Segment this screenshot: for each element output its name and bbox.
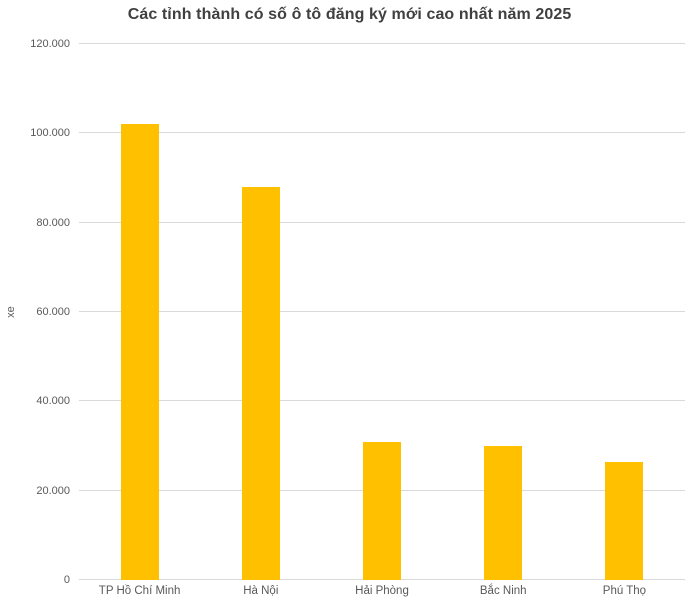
- y-tick-label: 100.000: [30, 127, 70, 140]
- x-tick-label: TP Hồ Chí Minh: [98, 585, 181, 597]
- x-tick-label: Bắc Ninh: [479, 585, 527, 597]
- bar-slot: [321, 44, 442, 580]
- bar-Bắc Ninh: [484, 446, 523, 580]
- gridline: [79, 132, 685, 134]
- gridline: [79, 43, 685, 44]
- bar-slot: [79, 44, 200, 580]
- gridline: [79, 221, 685, 223]
- y-tick-label: 80.000: [36, 216, 70, 229]
- y-tick-label: 40.000: [36, 395, 70, 408]
- bar-TP Hồ Chí Minh: [120, 124, 159, 580]
- bar-slot: [443, 44, 564, 580]
- bar-Hà Nội: [241, 186, 280, 580]
- x-tick-label: Hà Nội: [243, 585, 279, 597]
- y-tick-label: 20.000: [36, 484, 70, 497]
- chart-title: Các tỉnh thành có số ô tô đăng ký mới ca…: [127, 6, 572, 23]
- gridline: [79, 311, 685, 312]
- y-tick-label: 120.000: [30, 38, 70, 50]
- plot-area: [79, 43, 685, 580]
- x-tick-label: Phú Thọ: [602, 585, 647, 597]
- bar-Hải Phòng: [363, 441, 401, 580]
- y-axis-tick-labels: 0 20.000 40.000 60.000 80.000 100.000 120.000: [0, 38, 70, 586]
- y-tick-label: 60.000: [36, 306, 70, 318]
- bar-slot: [200, 44, 321, 580]
- x-tick-label: Hải Phòng: [355, 585, 409, 597]
- x-axis-category-labels: TP Hồ Chí Minh Hà Nội Hải Phòng Bắc Ninh Phú…: [79, 585, 685, 597]
- bars-layer: [79, 44, 685, 580]
- y-tick-label: 0: [63, 574, 70, 586]
- bar-slot: [564, 44, 685, 580]
- bar-Phú Thọ: [605, 461, 644, 580]
- gridline: [79, 400, 685, 402]
